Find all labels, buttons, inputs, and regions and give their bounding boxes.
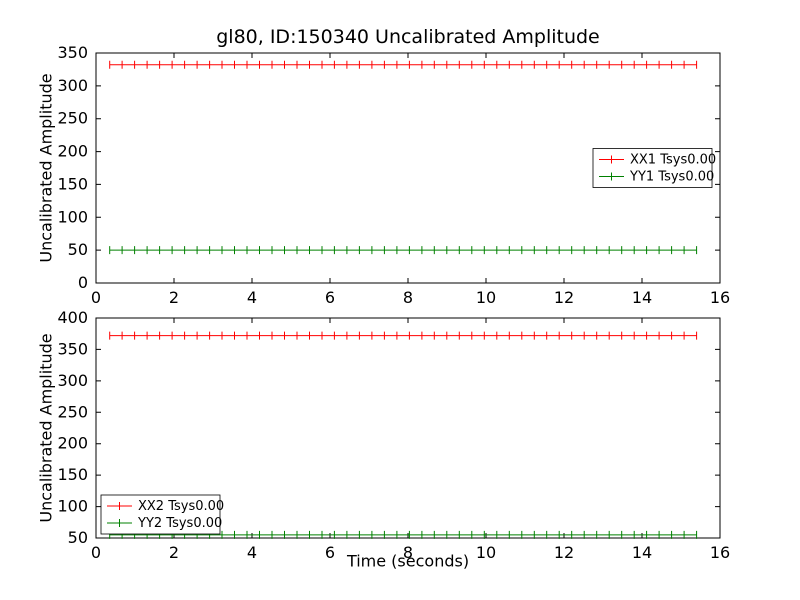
x-tick-label: 10 xyxy=(476,543,496,562)
legend-label: XX2 Tsys0.00 xyxy=(138,499,224,514)
y-tick-label: 300 xyxy=(57,76,88,95)
series-line-yy2 xyxy=(109,530,698,539)
y-tick-label: 100 xyxy=(57,497,88,516)
y-tick-label: 50 xyxy=(68,528,88,547)
x-tick-label: 16 xyxy=(710,543,730,562)
subplot-1: 0 2 4 6 8 10 12 14 16 0 50 100 150 200 250 300 350 XX1 Ts… xyxy=(57,43,730,307)
x-tick-label: 16 xyxy=(710,288,730,307)
y-axis-label-top: Uncalibrated Amplitude xyxy=(36,73,56,263)
legend-label: YY2 Tsys0.00 xyxy=(137,516,222,531)
x-tick-label: 8 xyxy=(403,543,413,562)
y-tick-label: 250 xyxy=(57,109,88,128)
y-tick-label: 350 xyxy=(57,43,88,62)
x-tick-label: 0 xyxy=(91,543,101,562)
legend-sample-yy2 xyxy=(107,519,132,527)
x-tick-label: 2 xyxy=(169,288,179,307)
x-tick-label: 8 xyxy=(403,288,413,307)
series-line-xx1 xyxy=(109,60,698,69)
legend-sample-yy1 xyxy=(599,172,624,181)
y-tick-label: 200 xyxy=(57,142,88,161)
legend-box xyxy=(100,494,221,535)
x-tick-label: 6 xyxy=(325,288,335,307)
x-tick-label: 14 xyxy=(632,543,652,562)
y-tick-label: 100 xyxy=(57,207,88,226)
y-tick-label: 50 xyxy=(68,240,88,259)
y-tick-label: 350 xyxy=(57,339,88,358)
legend-sample-xx1 xyxy=(599,155,624,164)
x-tick-label: 12 xyxy=(554,288,574,307)
x-axis-label: Time (seconds) xyxy=(346,551,470,571)
x-tick-label: 10 xyxy=(476,288,496,307)
x-tick-label: 4 xyxy=(247,288,257,307)
series-line-xx2 xyxy=(109,331,698,340)
y-tick-label: 250 xyxy=(57,402,88,421)
y-tick-label: 150 xyxy=(57,174,88,193)
subplot-2: 0 2 4 6 8 10 12 14 16 50 100 150 200 250 300 350 400 XX2 … xyxy=(57,308,730,562)
chart-title: gl80, ID:150340 Uncalibrated Amplitude xyxy=(216,26,600,48)
y-tick-label: 0 xyxy=(78,273,88,292)
y-tick-label: 200 xyxy=(57,434,88,453)
y-tick-label: 150 xyxy=(57,465,88,484)
legend-box xyxy=(592,148,713,188)
legend-label: YY1 Tsys0.00 xyxy=(629,170,714,185)
x-tick-label: 2 xyxy=(169,543,179,562)
y-axis-label-bottom: Uncalibrated Amplitude xyxy=(36,333,56,523)
series-line-yy1 xyxy=(109,246,698,255)
x-tick-label: 4 xyxy=(247,543,257,562)
x-tick-label: 12 xyxy=(554,543,574,562)
x-tick-label: 6 xyxy=(325,543,335,562)
y-tick-label: 300 xyxy=(57,371,88,390)
x-tick-label: 0 xyxy=(91,288,101,307)
legend-label: XX1 Tsys0.00 xyxy=(630,153,716,168)
legend-sample-xx2 xyxy=(107,502,132,510)
y-tick-label: 400 xyxy=(57,308,88,327)
x-tick-label: 14 xyxy=(632,288,652,307)
